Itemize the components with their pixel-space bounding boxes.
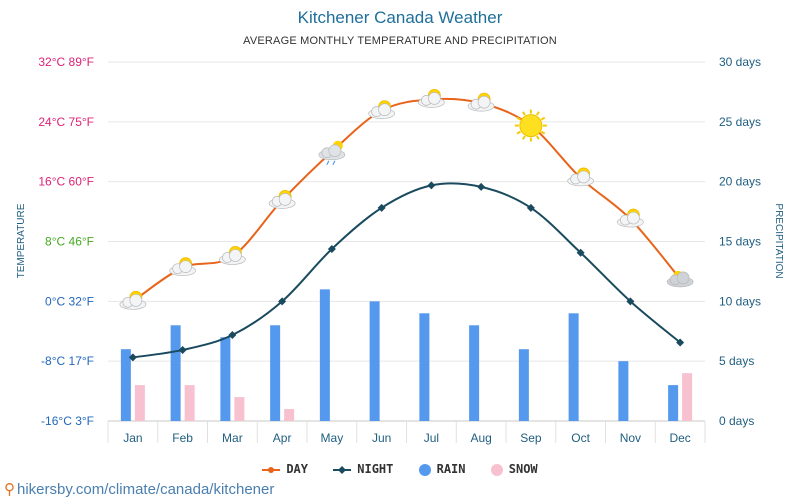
x-tick-label: Mar [222, 431, 243, 445]
sun-icon [514, 109, 547, 142]
y-right-axis-label: PRECIPITATION [773, 203, 784, 278]
night-point [576, 248, 585, 257]
rain-bar [170, 325, 181, 421]
legend-item-night[interactable]: NIGHT [333, 462, 393, 476]
snow-bar [234, 397, 245, 421]
partly-cloudy-icon [169, 260, 196, 277]
legend-item-snow[interactable]: SNOW [490, 462, 538, 476]
rain-cloud-icon [318, 144, 346, 161]
partly-cloudy-icon [268, 193, 296, 209]
raindrop [326, 160, 330, 166]
legend-item-rain[interactable]: RAIN [418, 462, 466, 476]
night-point [477, 182, 486, 191]
y-left-tick-label: 24°C 75°F [38, 115, 94, 129]
night-point [676, 338, 685, 347]
chart-subtitle: AVERAGE MONTHLY TEMPERATURE AND PRECIPIT… [243, 35, 557, 47]
x-tick-label: Oct [571, 431, 590, 445]
snow-cloud-icon [666, 271, 694, 288]
snow-bar [134, 385, 145, 421]
legend: DAY NIGHT RAIN SNOW [0, 462, 800, 476]
partly-cloudy-icon [418, 92, 445, 108]
y-left-tick-label: 16°C 60°F [38, 175, 94, 189]
night-point [626, 297, 635, 306]
y-right-tick-label: 20 days [719, 175, 761, 189]
x-tick-label: Feb [172, 431, 193, 445]
legend-label-day: DAY [286, 462, 309, 476]
night-point [228, 330, 237, 339]
legend-label-rain: RAIN [436, 462, 466, 476]
x-tick-label: Jul [424, 431, 439, 445]
partly-cloudy-icon [467, 95, 495, 112]
raindrop [332, 160, 336, 166]
partly-cloudy-icon [119, 293, 147, 310]
location-pin-icon: ⚲ [4, 481, 15, 498]
x-tick-label: Jan [123, 431, 142, 445]
x-tick-label: Nov [620, 431, 641, 445]
snow-bar [284, 409, 295, 421]
x-tick-label: Sep [520, 431, 542, 445]
partly-cloudy-icon [368, 103, 395, 119]
source-credit-text: hikersby.com/climate/canada/kitchener [17, 481, 275, 498]
y-left-axis-label: TEMPERATURE [16, 203, 27, 278]
night-point [327, 244, 336, 253]
rain-bar [369, 301, 380, 421]
source-credit[interactable]: ⚲ hikersby.com/climate/canada/kitchener [4, 480, 274, 498]
rain-bar [270, 325, 281, 421]
x-tick-label: Dec [669, 431, 690, 445]
night-point [526, 203, 535, 212]
y-right-tick-label: 15 days [719, 235, 761, 249]
legend-item-day[interactable]: DAY [262, 462, 308, 476]
night-point [427, 181, 436, 190]
night-point [178, 345, 187, 354]
y-right-tick-label: 5 days [719, 354, 754, 368]
rain-bar [618, 361, 629, 421]
partly-cloudy-icon [617, 211, 644, 228]
partly-cloudy-icon [567, 170, 594, 187]
night-line [132, 182, 681, 359]
day-line-swatch [262, 466, 281, 473]
legend-label-night: NIGHT [357, 462, 394, 476]
chart-title: Kitchener Canada Weather [297, 8, 503, 27]
y-left-tick-label: -8°C 17°F [41, 354, 94, 368]
rain-bar [120, 349, 131, 421]
snow-bar [184, 385, 195, 421]
y-left-tick-label: 8°C 46°F [45, 235, 94, 249]
night-point [128, 353, 137, 362]
y-right-tick-label: 25 days [719, 115, 761, 129]
snow-swatch [490, 463, 503, 476]
night-point [278, 297, 287, 306]
x-tick-label: Apr [273, 431, 292, 445]
y-right-tick-label: 0 days [719, 414, 754, 428]
night-point [377, 203, 386, 212]
y-left-tick-label: 32°C 89°F [38, 55, 94, 69]
y-right-tick-label: 10 days [719, 294, 761, 308]
y-left-tick-label: -16°C 3°F [41, 414, 94, 428]
rain-bar [220, 337, 231, 421]
night-line-swatch [333, 465, 352, 474]
rain-bar [419, 313, 430, 421]
partly-cloudy-icon [219, 249, 246, 265]
rain-bar [568, 313, 579, 421]
y-right-tick-label: 30 days [719, 55, 761, 69]
rain-bar [668, 385, 679, 421]
x-tick-label: Jun [372, 431, 391, 445]
legend-label-snow: SNOW [508, 462, 538, 476]
rain-bar [518, 349, 529, 421]
rain-bar [319, 289, 330, 421]
snow-bar [682, 373, 693, 421]
rain-bar [469, 325, 480, 421]
x-tick-label: May [321, 431, 344, 445]
y-left-tick-label: 0°C 32°F [45, 294, 94, 308]
rain-swatch [418, 463, 431, 476]
x-tick-label: Aug [470, 431, 491, 445]
